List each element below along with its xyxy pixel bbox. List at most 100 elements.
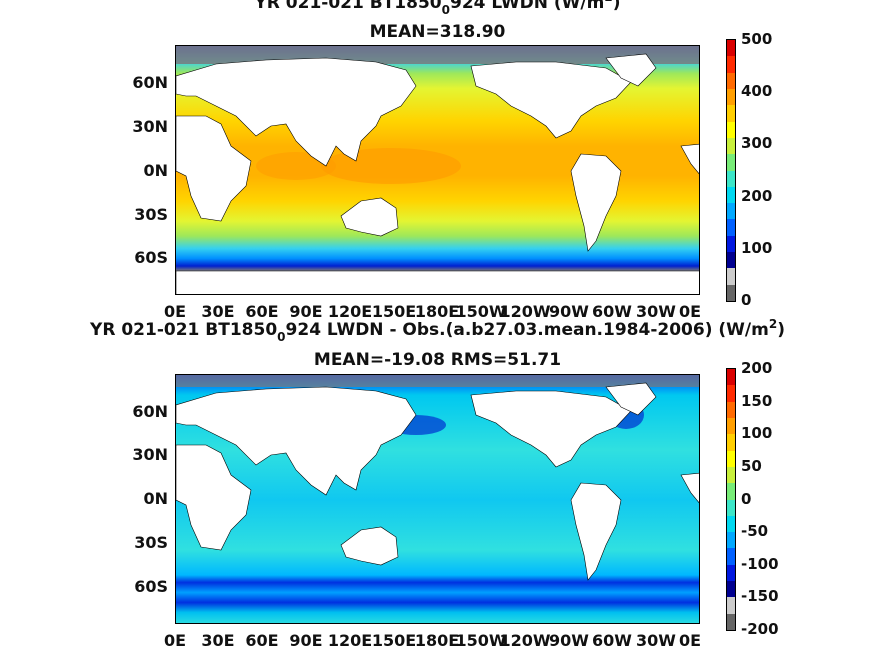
colorbar-swatch	[727, 219, 735, 236]
australia	[340, 197, 399, 237]
panel2-lon-label: 30E	[201, 631, 235, 650]
panel2-lon-label: 30W	[636, 631, 676, 650]
panel2-lon-label: 120E	[327, 631, 373, 650]
colorbar-tick-label: -200	[741, 620, 779, 638]
panel1-title-units: 924 LWDN (W/m	[449, 0, 605, 13]
panel1-stats: MEAN=318.90	[369, 22, 506, 42]
south-america	[570, 482, 622, 581]
panel1-lon-label: 120E	[327, 302, 373, 321]
north-america	[470, 390, 632, 468]
panel2-title-units: 924 LWDN - Obs.(a.b27.03.mean.1984-2006)…	[285, 320, 769, 340]
colorbar-swatch	[727, 40, 735, 57]
colorbar-swatch	[727, 154, 735, 171]
colorbar-swatch	[727, 252, 735, 269]
panel2-title-subscript: 0	[277, 330, 286, 344]
panel2-title-superscript: 2	[768, 317, 778, 331]
colorbar-swatch	[727, 170, 735, 187]
colorbar-tick-label: 150	[741, 391, 773, 410]
colorbar-swatch	[727, 137, 735, 155]
panel1-lon-label: 150E	[371, 302, 417, 321]
panel2-lon-label: 150W	[455, 631, 507, 650]
colorbar-tick-label: -150	[741, 587, 779, 606]
colorbar-swatch	[727, 72, 735, 89]
panel2-lat-30n: 30N	[132, 445, 168, 464]
greenland	[605, 53, 657, 87]
panel2-map-svg	[176, 375, 699, 623]
colorbar-swatch	[727, 613, 735, 630]
colorbar-swatch	[727, 483, 735, 500]
colorbar-swatch	[727, 466, 735, 484]
colorbar-swatch	[727, 284, 735, 301]
eurasia	[176, 386, 417, 496]
colorbar-tick-label: 400	[741, 82, 773, 101]
land-masses	[176, 382, 699, 581]
panel2-lon-label: 90W	[549, 631, 589, 650]
colorbar-swatch	[727, 121, 735, 138]
colorbar-tick-label: 300	[741, 134, 773, 153]
south-america	[570, 153, 622, 252]
eurasia	[176, 57, 417, 167]
colorbar-swatch	[727, 597, 735, 614]
panel1-lat-0n: 0N	[143, 161, 168, 180]
colorbar-tick-label: 0	[741, 489, 752, 508]
colorbar-swatch	[727, 369, 735, 386]
colorbar-swatch	[727, 499, 735, 516]
colorbar-swatch	[727, 548, 735, 565]
colorbar-tick-label: 200	[741, 359, 773, 377]
colorbar-tick-label: -50	[741, 522, 769, 541]
colorbar-tick-label: 100	[741, 238, 773, 257]
colorbar-swatch	[727, 401, 735, 418]
panel1-lat-30n: 30N	[132, 117, 168, 136]
greenland	[605, 382, 657, 416]
panel2-map	[175, 374, 700, 624]
panel1-lon-label: 0E	[163, 302, 187, 321]
panel1-lon-label: 180E	[414, 302, 460, 321]
colorbar-swatch	[727, 450, 735, 467]
colorbar-swatch	[727, 203, 735, 220]
antarctica	[176, 270, 699, 294]
colorbar-tick-label: -100	[741, 554, 779, 573]
panel1-lon-label: 90W	[549, 302, 589, 321]
colorbar-swatch	[727, 235, 735, 253]
colorbar-swatch	[727, 56, 735, 73]
panel1-lon-label: 120W	[499, 302, 551, 321]
colorbar-swatch	[727, 417, 735, 435]
panel2-lon-label: 90E	[289, 631, 323, 650]
panel1-title: YR 021-021 BT18500924 LWDN (W/m2)	[0, 0, 875, 17]
panel2-lon-label: 180E	[414, 631, 460, 650]
colorbar-tick-label: 0	[741, 291, 752, 309]
panel2-lat-60s: 60S	[134, 577, 168, 596]
colorbar-swatch	[727, 88, 735, 106]
arctic-ice	[176, 375, 699, 387]
panel2-lon-label: 150E	[371, 631, 417, 650]
colorbar-swatch	[727, 515, 735, 533]
panel1-lon-label: 30E	[201, 302, 235, 321]
panel1-lat-60n: 60N	[132, 73, 168, 92]
africa-west	[680, 143, 699, 175]
panel2-title-close: )	[777, 320, 785, 340]
panel1-lat-60s: 60S	[134, 248, 168, 267]
panel2-lon-label: 0E	[678, 631, 702, 650]
panel1-lon-label: 90E	[289, 302, 323, 321]
australia	[340, 526, 399, 566]
panel1-lon-label: 60E	[245, 302, 279, 321]
panel1-lon-label: 0E	[678, 302, 702, 321]
panel1-title-subscript: 0	[441, 3, 450, 17]
africa-west	[680, 472, 699, 504]
colorbar-swatch	[727, 532, 735, 549]
panel1-map-svg	[176, 46, 699, 294]
panel1-title-superscript: 2	[604, 0, 612, 4]
panel1-lon-label: 60W	[592, 302, 632, 321]
panel2-lon-label: 60W	[592, 631, 632, 650]
colorbar-tick-label: 50	[741, 456, 762, 475]
colorbar-tick-label: 500	[741, 30, 773, 48]
panel2-lon-label: 120W	[499, 631, 551, 650]
panel1-colorbar	[726, 39, 736, 302]
colorbar-swatch	[727, 434, 735, 451]
colorbar-tick-label: 100	[741, 424, 773, 443]
panel1-lat-30s: 30S	[134, 205, 168, 224]
panel2-title: YR 021-021 BT18500924 LWDN - Obs.(a.b27.…	[0, 317, 875, 344]
africa-east	[176, 444, 252, 551]
panel1-lon-label: 30W	[636, 302, 676, 321]
africa-east	[176, 115, 252, 222]
